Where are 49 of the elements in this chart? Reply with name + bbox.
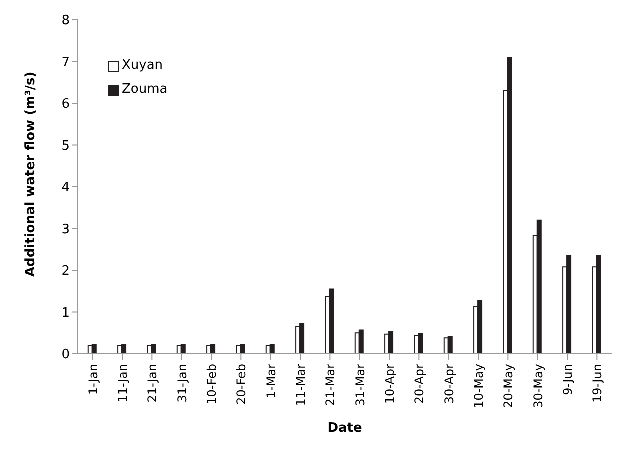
y-tick-label: 0 <box>62 348 70 363</box>
y-tick-label: 4 <box>62 180 70 196</box>
bar <box>180 344 186 354</box>
x-axis-title: Date <box>328 421 362 436</box>
bar <box>270 344 275 354</box>
x-tick-label: 10-Apr <box>383 364 398 404</box>
bar <box>388 331 394 354</box>
x-tick-label: 20-Apr <box>412 364 427 404</box>
bar <box>92 344 97 354</box>
bar <box>448 336 453 354</box>
bar <box>566 255 572 354</box>
y-tick-label: 3 <box>62 222 70 238</box>
y-tick-label: 5 <box>62 138 70 154</box>
x-tick-label: 30-May <box>531 364 546 408</box>
bar <box>240 344 246 354</box>
bar <box>418 333 424 354</box>
x-tick-label: 11-Jan <box>116 364 130 403</box>
x-tick-label: 19-Jun <box>590 364 605 404</box>
x-tick-label: 10-May <box>472 364 486 408</box>
y-tick-label: 6 <box>62 97 70 112</box>
x-tick-label: 30-Apr <box>442 364 456 404</box>
bar <box>300 323 305 354</box>
x-tick-label: 1-Mar <box>264 364 278 399</box>
x-tick-label: 1-Jan <box>86 364 100 396</box>
y-tick-label: 7 <box>62 55 70 70</box>
x-tick-label: 10-Feb <box>205 364 220 405</box>
bar <box>122 344 127 354</box>
x-tick-label: 9-Jun <box>561 364 576 396</box>
bar <box>210 344 216 354</box>
bar <box>478 300 483 354</box>
bar <box>151 344 156 354</box>
x-tick-label: 20-May <box>502 364 516 408</box>
bar <box>536 220 542 354</box>
x-tick-label: 31-Jan <box>175 364 190 403</box>
x-tick-label: 11-Mar <box>294 364 308 406</box>
y-axis-title: Additional water flow (m³/s) <box>24 72 39 277</box>
bar <box>329 288 334 354</box>
x-tick-label: 20-Feb <box>234 364 249 405</box>
y-tick-label: 1 <box>62 306 70 321</box>
legend-label: Zouma <box>122 81 168 99</box>
x-tick-label: 31-Mar <box>353 364 368 406</box>
bar <box>358 330 364 354</box>
legend-label: Xuyan <box>122 57 164 75</box>
y-tick-label: 8 <box>62 14 70 29</box>
x-tick-label: 21-Jan <box>146 364 160 403</box>
y-tick-label: 2 <box>62 264 70 280</box>
x-tick-label: 21-Mar <box>324 364 338 406</box>
bar <box>507 57 512 354</box>
bar <box>596 255 602 354</box>
